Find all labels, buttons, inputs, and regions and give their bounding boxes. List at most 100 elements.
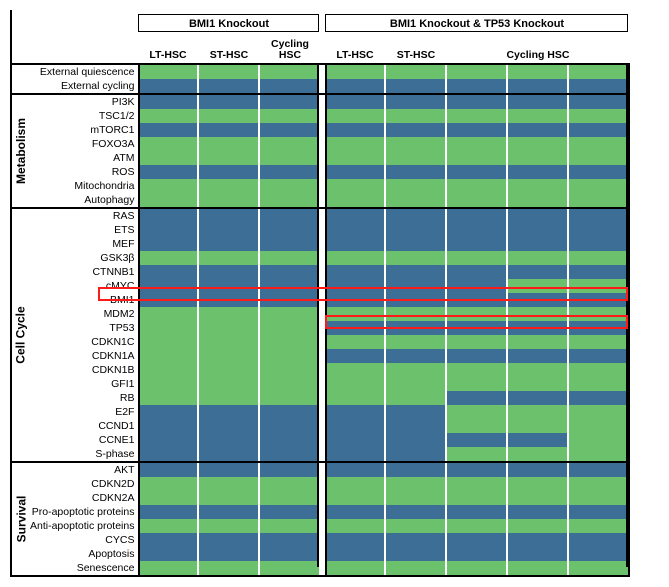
heatmap-cell (447, 447, 506, 461)
heatmap-cell (447, 433, 506, 447)
heatmap-cell (569, 447, 628, 461)
heatmap-cell (325, 463, 384, 477)
heatmap-cell (386, 165, 445, 179)
heatmap-cell (569, 237, 628, 251)
heatmap-row (138, 63, 628, 79)
heatmap-cell (386, 279, 445, 293)
heatmap-cell (325, 363, 384, 377)
row-label: External quiescence (30, 63, 138, 79)
heatmap-cell (199, 363, 258, 377)
heatmap-cell (260, 209, 319, 223)
heatmap-row (138, 251, 628, 265)
heatmap-row (138, 433, 628, 447)
row-label: ROS (30, 165, 138, 179)
heatmap-cell (260, 533, 319, 547)
heatmap-cell (386, 307, 445, 321)
heatmap-cell (138, 519, 197, 533)
heatmap-cell (508, 505, 567, 519)
heatmap-cell (260, 123, 319, 137)
heatmap-row (138, 447, 628, 461)
heatmap-cell (138, 79, 197, 93)
row-group-axis: MetabolismCell CycleSurvival (10, 10, 30, 577)
heatmap-cell (508, 251, 567, 265)
heatmap-cell (325, 223, 384, 237)
heatmap-cell (199, 123, 258, 137)
heatmap-cell (199, 95, 258, 109)
row-label: RB (30, 391, 138, 405)
heatmap-cell (260, 265, 319, 279)
column-header: LT-HSC (138, 50, 197, 63)
heatmap-cell (508, 79, 567, 93)
heatmap-cell (386, 405, 445, 419)
heatmap-cell (569, 265, 628, 279)
heatmap-cell (508, 405, 567, 419)
heatmap-cell (386, 477, 445, 491)
heatmap-row (138, 265, 628, 279)
heatmap-cell (569, 561, 628, 575)
heatmap-cell (199, 265, 258, 279)
row-label: Senescence (30, 561, 138, 575)
heatmap-cell (199, 505, 258, 519)
heatmap-cell (260, 349, 319, 363)
column-header: ST-HSC (199, 50, 258, 63)
heatmap-cell (447, 123, 506, 137)
heatmap-row (138, 349, 628, 363)
heatmap-cell (508, 433, 567, 447)
heatmap-cell (199, 165, 258, 179)
heatmap-row (138, 363, 628, 377)
heatmap-cell (447, 561, 506, 575)
heatmap-cell (447, 405, 506, 419)
heatmap-cell (138, 95, 197, 109)
heatmap-cell (260, 547, 319, 561)
row-label: CDKN1A (30, 349, 138, 363)
heatmap-cell (447, 95, 506, 109)
heatmap-cell (260, 109, 319, 123)
heatmap-cell (138, 447, 197, 461)
heatmap-cell (260, 405, 319, 419)
heatmap-cell (138, 391, 197, 405)
heatmap-cell (508, 265, 567, 279)
heatmap-cell (508, 561, 567, 575)
heatmap-row (138, 279, 628, 293)
heatmap-cell (569, 179, 628, 193)
row-label: Apoptosis (30, 547, 138, 561)
heatmap-cell (260, 165, 319, 179)
heatmap-cell (138, 463, 197, 477)
heatmap-cell (260, 463, 319, 477)
heatmap-cell (386, 433, 445, 447)
heatmap-cell (569, 321, 628, 335)
heatmap-cell (138, 505, 197, 519)
heatmap-cell (260, 137, 319, 151)
heatmap-cell (260, 293, 319, 307)
heatmap-row (138, 391, 628, 405)
heatmap-grid (138, 63, 630, 577)
heatmap-cell (325, 179, 384, 193)
heatmap-cell (199, 433, 258, 447)
row-label: Autophagy (30, 193, 138, 207)
heatmap-cell (447, 251, 506, 265)
heatmap-cell (386, 547, 445, 561)
heatmap-cell (447, 237, 506, 251)
column-group-border (317, 63, 319, 567)
heatmap-cell (199, 237, 258, 251)
heatmap-cell (325, 491, 384, 505)
heatmap-cell (138, 547, 197, 561)
heatmap-cell (569, 137, 628, 151)
heatmap-cell (386, 561, 445, 575)
row-label: FOXO3A (30, 137, 138, 151)
heatmap-cell (325, 377, 384, 391)
heatmap-cell (569, 79, 628, 93)
heatmap-cell (199, 349, 258, 363)
heatmap-cell (508, 165, 567, 179)
row-labels: External quiescenceExternal cyclingPI3KT… (30, 10, 138, 577)
heatmap-cell (569, 293, 628, 307)
heatmap-cell (447, 505, 506, 519)
heatmap-cell (260, 363, 319, 377)
heatmap-cell (138, 293, 197, 307)
heatmap-cell (138, 321, 197, 335)
heatmap-cell (569, 65, 628, 79)
heatmap-cell (386, 491, 445, 505)
heatmap-cell (569, 547, 628, 561)
heatmap-cell (569, 123, 628, 137)
heatmap-cell (199, 179, 258, 193)
